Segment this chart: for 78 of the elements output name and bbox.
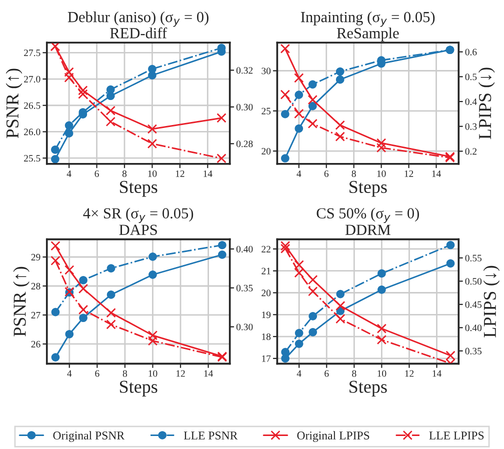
y2-tick-label: 0.2 xyxy=(465,148,477,155)
y-tick-label: 26 xyxy=(31,340,40,348)
y2-tick-label: 0.35 xyxy=(465,348,482,354)
y-tick-label: 30 xyxy=(262,68,271,74)
x-tick-label: 14 xyxy=(432,370,442,377)
y2-tick-label: 0.6 xyxy=(465,48,477,56)
y2-tick-label: 0.50 xyxy=(465,278,482,285)
y2-tick-label: 0.30 xyxy=(236,324,253,330)
x-tick-label: 12 xyxy=(176,170,184,177)
x-axis-title: Steps xyxy=(350,180,387,197)
chart-title: Inpainting (σ$_{y}$ = 0.05) xyxy=(300,11,435,27)
x-tick-label: 12 xyxy=(404,170,414,177)
legend-label: Original LPIPS xyxy=(297,431,370,442)
y2-tick-label: 0.40 xyxy=(465,324,482,332)
x-tick-label: 10 xyxy=(148,170,157,177)
x-tick-label: 8 xyxy=(122,370,128,377)
y2-tick-label: 0.35 xyxy=(236,284,253,292)
x-tick-label: 6 xyxy=(94,170,99,177)
y-tick-label: 18 xyxy=(262,333,271,340)
x-tick-label: 4 xyxy=(67,370,72,377)
x-tick-label: 4 xyxy=(296,170,302,177)
x-axis-title: Steps xyxy=(350,380,387,397)
x-tick-label: 10 xyxy=(377,170,386,177)
y-tick-label: 20 xyxy=(262,148,271,155)
y2-axis-title: LPIPS (↓) xyxy=(478,68,495,140)
y2-tick-label: 0.40 xyxy=(236,246,253,252)
y-tick-label: 19 xyxy=(262,312,271,318)
y2-tick-label: 0.55 xyxy=(465,254,482,262)
y-tick-label: 20 xyxy=(262,290,271,296)
chart-subtitle: RED-diff xyxy=(110,27,168,38)
y2-tick-label: 0.30 xyxy=(236,104,253,110)
y-tick-label: 28 xyxy=(31,282,40,290)
y-tick-label: 26.0 xyxy=(24,128,40,136)
y-axis-title: PSNR (↑) xyxy=(13,266,30,336)
x-axis-title: Steps xyxy=(120,180,158,197)
x-tick-label: 8 xyxy=(352,370,356,377)
y-tick-label: 27.5 xyxy=(24,50,40,56)
y-tick-label: 26.5 xyxy=(24,102,40,109)
y2-tick-label: 0.45 xyxy=(465,301,482,308)
x-tick-label: 6 xyxy=(324,170,329,177)
legend-label: Original PSNR xyxy=(53,431,125,442)
legend-label: LLE PSNR xyxy=(184,432,238,440)
x-tick-label: 8 xyxy=(122,170,127,177)
x-tick-label: 4 xyxy=(296,370,302,377)
y2-tick-label: 0.28 xyxy=(236,140,253,148)
chart-subtitle: DAPS xyxy=(119,224,157,235)
y-tick-label: 25.5 xyxy=(24,155,40,162)
y2-tick-label: 0.3 xyxy=(465,123,477,130)
y-tick-label: 21 xyxy=(262,268,270,274)
legend-label: LLE LPIPS xyxy=(429,432,484,440)
x-tick-label: 10 xyxy=(148,370,158,377)
y-tick-label: 25 xyxy=(262,108,271,114)
x-axis-title: Steps xyxy=(120,380,158,397)
x-tick-label: 12 xyxy=(176,370,185,377)
y-tick-label: 27 xyxy=(31,312,40,318)
y2-axis-title: LPIPS (↓) xyxy=(483,266,500,338)
x-tick-label: 6 xyxy=(324,370,329,377)
chart-title: 4× SR (σ$_{y}$ = 0.05) xyxy=(83,208,194,224)
y-axis-title: PSNR (↑) xyxy=(6,68,22,138)
chart-title: CS 50% (σ$_{y}$ = 0) xyxy=(316,208,419,224)
x-tick-label: 10 xyxy=(378,370,386,377)
y-tick-label: 29 xyxy=(31,254,40,260)
x-tick-label: 14 xyxy=(204,370,213,377)
x-tick-label: 12 xyxy=(405,370,414,377)
x-tick-label: 4 xyxy=(66,170,72,177)
chart-subtitle: ReSample xyxy=(336,28,399,42)
y2-tick-label: 0.4 xyxy=(465,98,477,106)
y2-tick-label: 0.32 xyxy=(236,67,253,74)
y-tick-label: 17 xyxy=(262,355,271,362)
x-tick-label: 14 xyxy=(204,170,212,177)
x-tick-label: 8 xyxy=(352,170,356,177)
x-tick-label: 14 xyxy=(432,170,441,177)
y-tick-label: 22 xyxy=(262,246,270,252)
chart-title: Deblur (aniso) (σ$_{y}$ = 0) xyxy=(68,11,208,27)
chart-subtitle: DDRM xyxy=(345,224,390,235)
x-tick-label: 6 xyxy=(95,370,100,377)
y-tick-label: 27.0 xyxy=(24,76,40,83)
y2-tick-label: 0.5 xyxy=(465,74,477,80)
